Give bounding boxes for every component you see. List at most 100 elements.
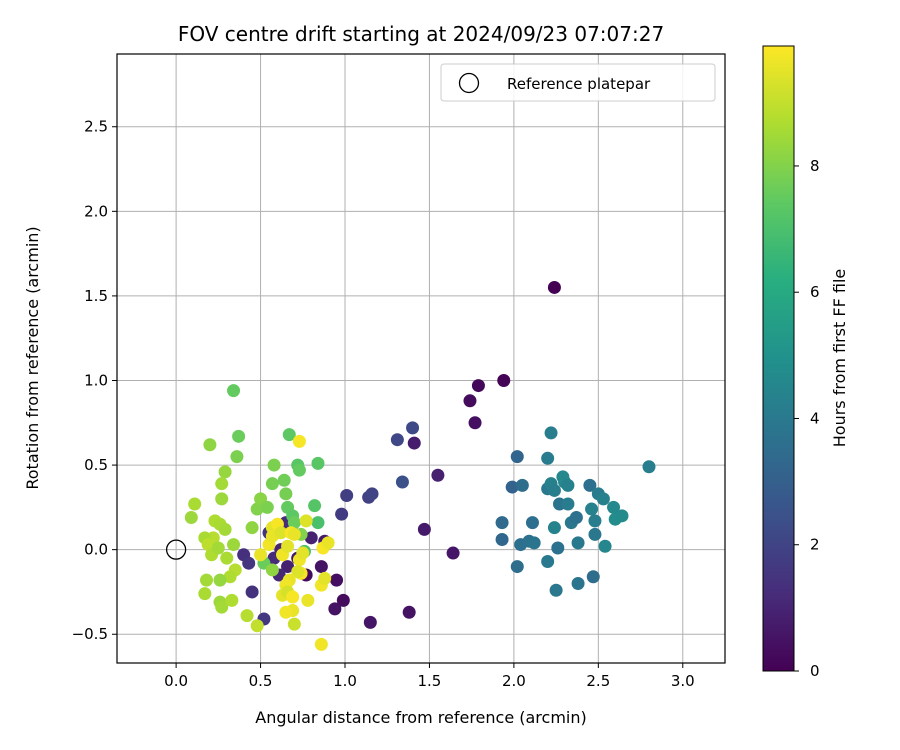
data-point — [318, 571, 332, 585]
data-point — [510, 450, 524, 464]
x-tick-label: 2.0 — [502, 672, 526, 690]
data-point — [598, 539, 612, 553]
data-point — [561, 497, 575, 511]
data-point — [561, 478, 575, 492]
data-point — [495, 533, 509, 547]
colorbar-tick-label: 4 — [810, 409, 820, 427]
reference-platepar-marker — [165, 539, 187, 560]
data-point — [336, 593, 350, 607]
data-point — [365, 487, 379, 501]
data-point — [588, 514, 602, 528]
data-point — [547, 483, 561, 497]
data-point — [200, 573, 214, 587]
data-point — [213, 573, 227, 587]
data-point — [527, 536, 541, 550]
colorbar-tick-label: 0 — [810, 662, 820, 680]
data-point — [287, 516, 301, 530]
y-tick-label: 1.5 — [84, 287, 108, 305]
colorbar-tick-label: 8 — [810, 157, 820, 175]
data-point — [402, 605, 416, 619]
data-point — [571, 536, 585, 550]
data-point — [215, 477, 229, 491]
data-point — [607, 500, 621, 514]
grid — [117, 54, 725, 663]
data-point — [311, 456, 325, 470]
data-point — [596, 492, 610, 506]
x-axis-ticks: 0.0 0.5 1.0 1.5 2.0 2.5 3.0 — [164, 663, 695, 690]
data-point — [510, 560, 524, 574]
data-point — [265, 563, 279, 577]
data-point — [551, 541, 565, 555]
data-point — [286, 590, 300, 604]
data-point — [471, 379, 485, 393]
reference-layer — [165, 539, 187, 560]
data-point — [281, 560, 295, 574]
data-point — [314, 637, 328, 651]
data-point — [340, 489, 354, 503]
legend-label-reference: Reference platepar — [507, 75, 651, 93]
data-point — [287, 617, 301, 631]
data-point — [292, 434, 306, 448]
data-point — [311, 516, 325, 530]
data-point — [390, 433, 404, 447]
y-axis-ticks: −0.5 0.0 0.5 1.0 1.5 2.0 2.5 — [72, 118, 117, 643]
y-tick-label: 0.0 — [84, 541, 108, 559]
data-point — [287, 527, 301, 541]
data-point — [505, 480, 519, 494]
colorbar-ticks: 0 2 4 6 8 — [794, 157, 820, 680]
data-point — [245, 585, 259, 599]
data-point — [547, 280, 561, 294]
data-point — [541, 451, 555, 465]
data-point — [277, 473, 291, 487]
data-point — [215, 492, 229, 506]
data-point — [301, 593, 315, 607]
legend-marker-reference — [458, 72, 480, 94]
data-point — [230, 450, 244, 464]
data-point — [282, 428, 296, 442]
data-point — [406, 421, 420, 435]
data-point — [468, 416, 482, 430]
data-point — [260, 500, 274, 514]
data-point — [463, 394, 477, 408]
data-point — [446, 546, 460, 560]
data-point — [583, 478, 597, 492]
data-point — [203, 438, 217, 452]
data-point — [615, 509, 629, 523]
data-point — [292, 463, 306, 477]
data-point — [201, 538, 215, 552]
data-point — [321, 536, 335, 550]
chart-title: FOV centre drift starting at 2024/09/23 … — [178, 22, 664, 46]
data-point — [245, 521, 259, 535]
data-point — [227, 384, 241, 398]
data-point — [547, 521, 561, 535]
data-point — [184, 511, 198, 525]
data-point — [232, 429, 246, 443]
data-point — [223, 570, 237, 584]
data-point — [328, 602, 342, 616]
data-point — [291, 565, 305, 579]
colorbar-label: Hours from first FF file — [830, 269, 849, 448]
data-point — [314, 560, 328, 574]
plot-frame — [116, 53, 726, 664]
legend-box — [440, 63, 716, 102]
data-point — [544, 426, 558, 440]
x-tick-label: 2.5 — [586, 672, 610, 690]
colorbar: 0 2 4 6 8 Hours from first FF file — [762, 45, 849, 680]
data-point — [417, 522, 431, 536]
data-point — [211, 541, 225, 555]
data-point — [525, 516, 539, 530]
data-point — [281, 539, 295, 553]
y-tick-label: 2.5 — [84, 118, 108, 136]
data-point — [250, 502, 264, 516]
data-point — [220, 551, 234, 565]
data-point — [240, 609, 254, 623]
legend: Reference platepar — [440, 63, 716, 102]
x-tick-label: 1.5 — [418, 672, 442, 690]
data-points — [184, 280, 656, 651]
data-point — [296, 546, 310, 560]
y-axis-label: Rotation from reference (arcmin) — [23, 226, 42, 489]
data-point — [407, 436, 421, 450]
x-axis-label: Angular distance from reference (arcmin) — [255, 708, 586, 727]
data-point — [254, 548, 268, 562]
